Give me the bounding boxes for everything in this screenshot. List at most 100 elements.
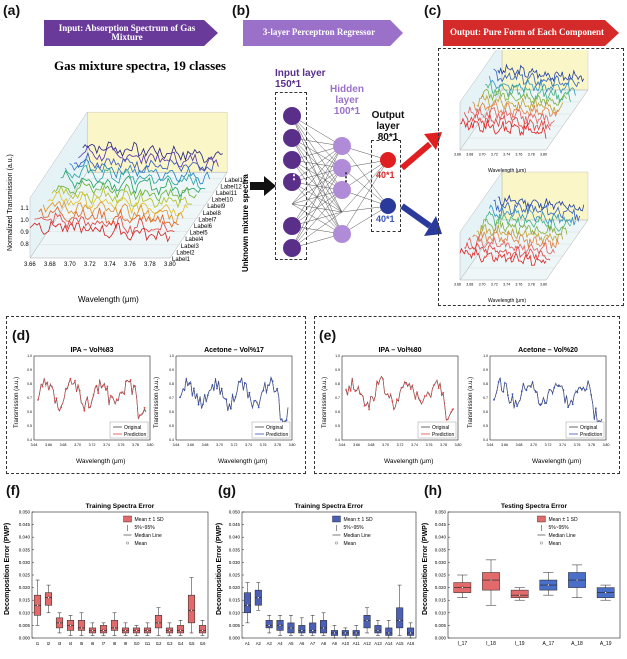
prediction-marker: [548, 388, 551, 391]
x-tick-label: 3.68: [202, 443, 209, 447]
legend-label: Median Line: [135, 533, 162, 539]
prediction-marker: [562, 389, 565, 391]
y-tick-label: 0.005: [229, 623, 241, 628]
y-axis-label: Transmission (a.u.): [322, 377, 328, 428]
chart-title: Acetone – Vol%17: [204, 347, 264, 354]
prediction-marker: [372, 399, 375, 402]
x-tick-label: 3.66: [501, 443, 508, 447]
back-plane: [501, 171, 589, 221]
legend-mean: [335, 541, 338, 545]
legend-box-swatch: [332, 515, 341, 523]
mean-marker: [69, 624, 72, 627]
y-tick-label: 0.6: [335, 410, 340, 414]
y-tick-label: 0.050: [435, 510, 447, 515]
prediction-marker: [230, 407, 232, 410]
mean-marker: [201, 629, 204, 632]
spectrum-line: [38, 206, 179, 228]
x-tick-label: I14: [178, 641, 184, 646]
legend-prediction-label: Prediction: [124, 432, 146, 438]
legend-original-label: Original: [432, 425, 449, 431]
hidden-layer-title: Hidden layer 100*1: [325, 84, 369, 117]
spectrum-line: [69, 158, 210, 185]
x-tick-label: 3.78: [274, 443, 281, 447]
y-tick-label: 0.7: [27, 396, 32, 400]
chart-title: Training Spectra Error: [86, 503, 155, 510]
series-label: Label8: [203, 211, 222, 217]
prediction-marker: [576, 391, 579, 394]
y-tick-label: 0.7: [169, 396, 174, 400]
y-tick-label: 0.015: [435, 598, 447, 603]
prediction-marker: [423, 395, 426, 397]
prediction-marker: [188, 382, 191, 385]
prediction-marker: [253, 400, 256, 402]
y-tick-label: 0.7: [483, 396, 488, 400]
box: [298, 625, 306, 634]
x-tick-label: 3.76: [515, 153, 522, 157]
x-tick-label: 3.64: [31, 443, 38, 447]
spectrum-line: [472, 230, 559, 249]
series-label: Label5: [190, 231, 209, 237]
mean-marker: [576, 579, 578, 581]
prediction-marker: [414, 398, 417, 400]
legend-original-label: Original: [266, 425, 283, 431]
box: [363, 615, 371, 629]
x-tick-label: I7: [102, 641, 106, 646]
panel-c-xlabel-2: Wavelength (μm): [488, 298, 526, 304]
x-tick-label: A5: [288, 641, 294, 646]
x-tick-label: 3.72: [397, 443, 404, 447]
mean-marker: [490, 579, 492, 581]
x-tick-label: 3.70: [216, 443, 223, 447]
x-tick-label: I12: [156, 641, 162, 646]
x-tick-label: 3.80: [540, 153, 547, 157]
prediction-marker: [257, 406, 260, 409]
x-axis-label: Wavelength (μm): [76, 458, 125, 465]
x-tick-label: 3.64: [339, 443, 346, 447]
x-tick-label: A14: [385, 641, 393, 646]
panel-d-label: (d): [12, 327, 30, 343]
x-tick-label: I_17: [457, 641, 467, 647]
spectrum-line: [459, 247, 547, 266]
y-tick-label: 0.005: [19, 623, 31, 628]
x-tick-label: 3.70: [479, 283, 486, 287]
x-axis-label: Wavelength (μm): [532, 458, 581, 465]
prediction-marker: [571, 403, 574, 406]
prediction-marker: [507, 394, 509, 396]
panel-e-box: [314, 316, 620, 474]
prediction-marker: [437, 387, 440, 389]
mean-marker: [91, 629, 94, 632]
x-tick-label: 3.74: [503, 153, 510, 157]
series-label: Label1: [172, 257, 191, 263]
spectrum-line: [493, 199, 580, 223]
legend-label: Mean: [135, 541, 148, 547]
x-axis-label: Wavelength (μm): [218, 458, 267, 465]
spectrum-line: [484, 210, 572, 232]
y-tick-label: 0.4: [483, 438, 488, 442]
panel-c-xlabel-1: Wavelength (μm): [488, 168, 526, 174]
mean-marker: [518, 594, 521, 597]
spectrum-line: [82, 141, 223, 164]
mean-marker: [604, 591, 607, 594]
x-tick-label: 3.66: [24, 262, 36, 268]
prediction-marker: [493, 398, 495, 401]
y-tick-label: 1.0: [169, 354, 174, 358]
x-tick-label: 3.74: [559, 443, 566, 447]
output-layer-size: 80*1: [377, 132, 399, 143]
prediction-marker: [405, 383, 408, 385]
prediction-marker: [220, 387, 223, 390]
y-tick-label: 0.6: [27, 410, 32, 414]
y-tick-label: 0.8: [27, 382, 32, 386]
x-tick-label: A1: [245, 641, 251, 646]
original-line: [493, 377, 603, 425]
input-layer-size: 150*1: [275, 79, 302, 90]
x-tick-label: I13: [167, 641, 173, 646]
legend-mean: [126, 541, 129, 545]
box: [99, 625, 108, 634]
x-tick-label: 3.76: [118, 443, 125, 447]
box: [243, 592, 251, 614]
x-tick-label: I5: [80, 641, 84, 646]
x-tick-label: I_19: [515, 641, 525, 647]
hidden-layer-size: 100*1: [333, 106, 361, 117]
panel-b-banner: 3-layer Perceptron Regressor: [243, 20, 403, 46]
input-node: [283, 151, 301, 169]
connection: [341, 159, 389, 213]
